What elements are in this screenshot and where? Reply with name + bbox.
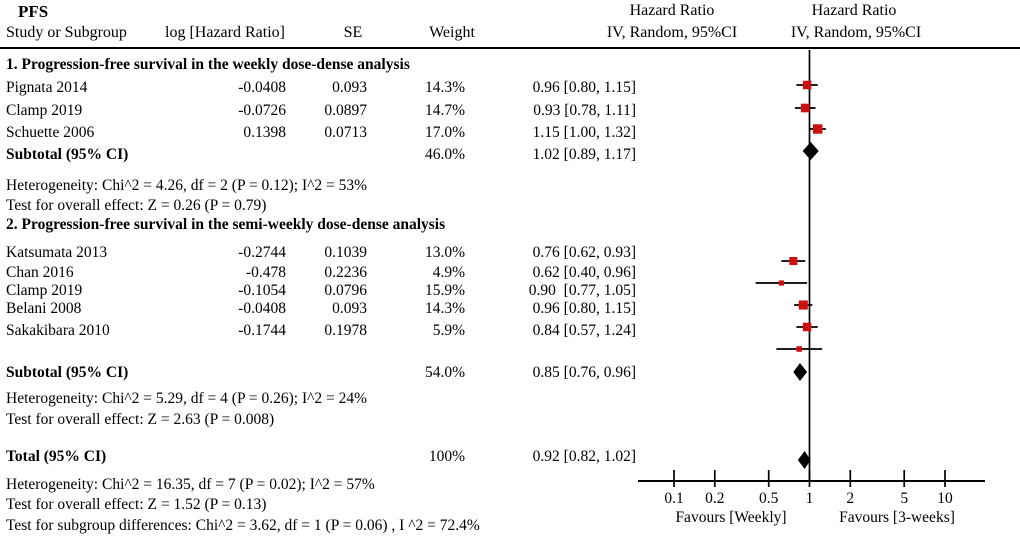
header-divider <box>0 47 1020 50</box>
col-header-hr-sub: IV, Random, 95%CI <box>606 24 738 41</box>
study-loghr: -0.0726 <box>238 102 286 119</box>
study-loghr: -0.0408 <box>238 79 286 96</box>
study-effect-marker <box>798 300 808 310</box>
study-weight: 15.9% <box>424 282 465 299</box>
total-heterogeneity-text: Heterogeneity: Chi^2 = 16.35, df = 7 (P … <box>6 476 375 493</box>
col-header-se: SE <box>343 24 363 41</box>
study-weight: 5.9% <box>432 322 465 339</box>
subgroup-heading: 1. Progression-free survival in the week… <box>6 56 410 73</box>
subtotal-weight: 46.0% <box>424 146 465 163</box>
study-loghr: -0.2744 <box>238 244 286 261</box>
total-diamond <box>797 451 811 469</box>
total-label: Total (95% CI) <box>6 448 107 465</box>
total-overall-effect-text: Test for overall effect: Z = 1.52 (P = 0… <box>6 496 267 513</box>
study-hr-ci: 0.62 [0.40, 0.96] <box>532 264 636 281</box>
axis-right-label: Favours [3-weeks] <box>839 509 955 526</box>
study-loghr: -0.478 <box>245 264 286 281</box>
figure-title: PFS <box>18 2 49 21</box>
heterogeneity-text: Heterogeneity: Chi^2 = 4.26, df = 2 (P =… <box>6 177 368 194</box>
subtotal-label: Subtotal (95% CI) <box>6 364 129 381</box>
study-se: 0.1039 <box>324 244 367 261</box>
study-name: Clamp 2019 <box>6 102 83 119</box>
study-hr-ci: 1.15 [1.00, 1.32] <box>532 124 636 141</box>
col-header-plot-sub: IV, Random, 95%CI <box>790 24 922 41</box>
study-weight: 14.3% <box>424 300 465 317</box>
study-weight: 4.9% <box>432 264 465 281</box>
study-effect-marker <box>802 80 812 90</box>
subgroup-differences-text: Test for subgroup differences: Chi^2 = 3… <box>6 517 480 534</box>
study-se: 0.093 <box>332 79 367 96</box>
subgroup-heading: 2. Progression-free survival in the semi… <box>6 216 446 233</box>
x-axis-tick-label: 10 <box>937 490 953 507</box>
col-header-loghr: log [Hazard Ratio] <box>165 24 285 41</box>
study-loghr: -0.1054 <box>238 282 286 299</box>
subtotal-hr-ci: 1.02 [0.89, 1.17] <box>532 146 636 163</box>
study-name: Belani 2008 <box>6 300 82 317</box>
study-se: 0.0897 <box>324 102 367 119</box>
col-header-weight: Weight <box>429 24 475 41</box>
x-axis-tick-label: 2 <box>846 490 855 507</box>
col-header-hr-title: Hazard Ratio <box>629 2 715 19</box>
study-loghr: -0.0408 <box>238 300 286 317</box>
study-effect-marker <box>796 346 803 352</box>
study-hr-ci: 0.96 [0.80, 1.15] <box>532 300 636 317</box>
study-hr-ci: 0.93 [0.78, 1.11] <box>533 102 636 119</box>
study-se: 0.0796 <box>324 282 367 299</box>
subtotal-diamond <box>793 363 808 381</box>
study-effect-marker <box>812 124 823 134</box>
study-name: Pignata 2014 <box>6 79 88 96</box>
subtotal-weight: 54.0% <box>424 364 465 381</box>
study-weight: 17.0% <box>424 124 465 141</box>
x-axis-tick-label: 0.2 <box>705 490 725 507</box>
x-axis-tick-label: 1 <box>805 490 814 507</box>
x-axis-tick-label: 0.5 <box>759 490 779 507</box>
study-name: Sakakibara 2010 <box>6 322 110 339</box>
study-se: 0.093 <box>332 300 367 317</box>
heterogeneity-text: Heterogeneity: Chi^2 = 5.29, df = 4 (P =… <box>6 390 368 407</box>
total-hr-ci: 0.92 [0.82, 1.02] <box>532 448 636 465</box>
study-effect-marker <box>800 103 810 113</box>
study-name: Katsumata 2013 <box>6 244 108 261</box>
overall-effect-text: Test for overall effect: Z = 0.26 (P = 0… <box>6 197 267 214</box>
study-loghr: -0.1744 <box>238 322 286 339</box>
overall-effect-text: Test for overall effect: Z = 2.63 (P = 0… <box>6 411 275 428</box>
study-name: Clamp 2019 <box>6 282 83 299</box>
study-weight: 14.7% <box>424 102 465 119</box>
study-se: 0.1978 <box>324 322 367 339</box>
col-header-study: Study or Subgroup <box>6 24 127 41</box>
study-se: 0.2236 <box>324 264 367 281</box>
study-name: Chan 2016 <box>6 264 74 281</box>
x-axis-tick-label: 5 <box>900 490 909 507</box>
subtotal-hr-ci: 0.85 [0.76, 0.96] <box>532 364 636 381</box>
x-axis-tick-label: 0.1 <box>664 490 684 507</box>
col-header-plot-title: Hazard Ratio <box>811 2 897 19</box>
study-name: Schuette 2006 <box>6 124 95 141</box>
study-se: 0.0713 <box>324 124 367 141</box>
total-weight: 100% <box>428 448 465 465</box>
subtotal-diamond <box>802 142 819 160</box>
subtotal-label: Subtotal (95% CI) <box>6 146 129 163</box>
study-weight: 14.3% <box>424 79 465 96</box>
study-effect-marker <box>778 280 784 286</box>
study-effect-marker <box>802 322 812 332</box>
study-hr-ci: 0.96 [0.80, 1.15] <box>532 79 636 96</box>
study-loghr: 0.1398 <box>243 124 286 141</box>
study-effect-marker <box>789 256 798 266</box>
study-weight: 13.0% <box>424 244 465 261</box>
study-hr-ci: 0.76 [0.62, 0.93] <box>532 244 636 261</box>
study-hr-ci: 0.84 [0.57, 1.24] <box>532 322 636 339</box>
study-hr-ci: 0.90 [0.77, 1.05] <box>528 282 636 299</box>
axis-left-label: Favours [Weekly] <box>675 509 787 526</box>
